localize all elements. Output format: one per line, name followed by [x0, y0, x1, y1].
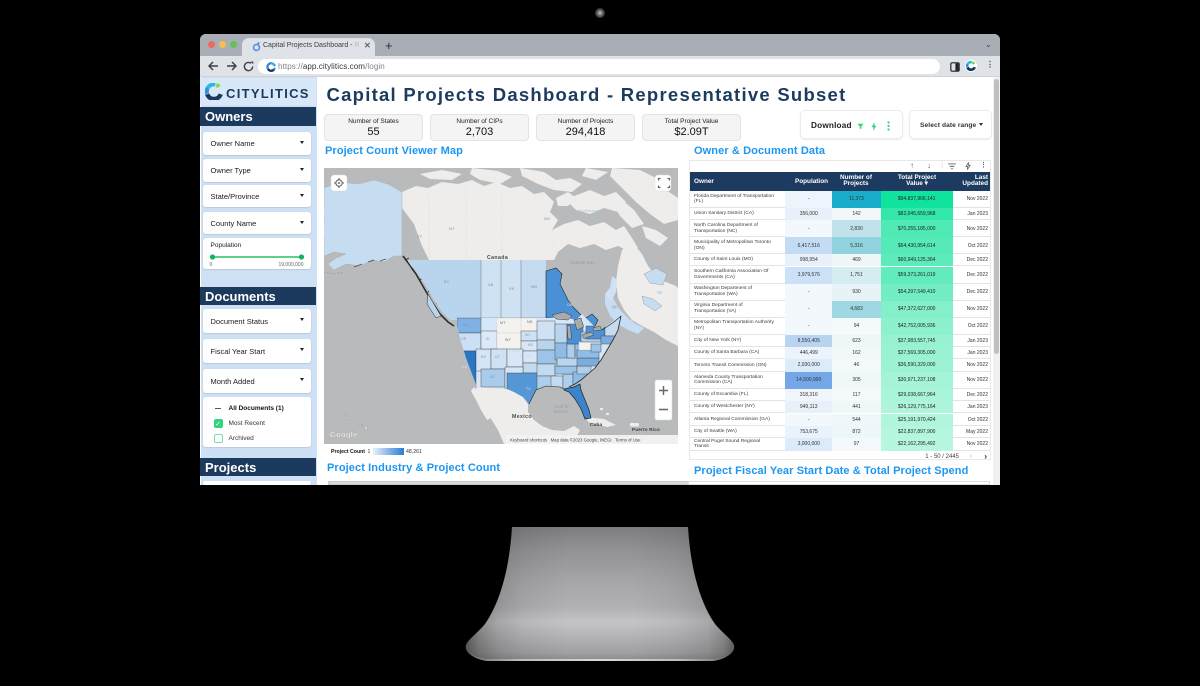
- svg-text:Passages: Passages: [582, 213, 601, 218]
- svg-text:Hudson Bay: Hudson Bay: [570, 260, 596, 265]
- svg-text:Mexico: Mexico: [512, 414, 532, 420]
- svg-text:BC: BC: [444, 280, 450, 284]
- svg-text:OR: OR: [461, 337, 467, 341]
- svg-text:Puerto Rico: Puerto Rico: [632, 427, 660, 432]
- svg-text:YT: YT: [417, 235, 423, 239]
- svg-text:Gulf of: Gulf of: [555, 404, 569, 409]
- svg-text:NM: NM: [511, 375, 517, 379]
- svg-text:ID: ID: [486, 337, 490, 341]
- svg-text:States: States: [520, 353, 533, 358]
- svg-text:SD: SD: [525, 333, 530, 337]
- svg-text:CA: CA: [462, 365, 468, 369]
- svg-text:NV: NV: [481, 355, 487, 359]
- svg-text:Cuba: Cuba: [590, 422, 603, 427]
- svg-text:ON: ON: [567, 303, 573, 307]
- svg-text:MB: MB: [531, 285, 537, 289]
- svg-text:United: United: [507, 348, 521, 353]
- svg-text:NT: NT: [449, 227, 455, 231]
- svg-text:Google: Google: [330, 430, 358, 439]
- svg-text:AB: AB: [488, 283, 494, 287]
- svg-text:AZ: AZ: [490, 375, 495, 379]
- svg-text:TX: TX: [526, 387, 531, 391]
- svg-text:UT: UT: [495, 355, 500, 359]
- svg-text:NU: NU: [544, 217, 550, 221]
- svg-text:WY: WY: [505, 338, 512, 342]
- svg-text:SK: SK: [509, 287, 515, 291]
- svg-text:Canada: Canada: [487, 255, 508, 261]
- svg-text:ND: ND: [527, 320, 533, 324]
- svg-text:Mexico: Mexico: [554, 409, 569, 414]
- svg-text:Northwestern: Northwestern: [578, 208, 604, 213]
- svg-text:WA: WA: [463, 323, 469, 327]
- svg-text:QC: QC: [612, 305, 618, 309]
- svg-text:Keyboard shortcuts Map data: Keyboard shortcuts Map data ©2023 Google…: [510, 438, 641, 443]
- svg-text:NE: NE: [528, 343, 534, 347]
- svg-text:MT: MT: [500, 321, 506, 325]
- svg-text:HI: HI: [359, 423, 363, 427]
